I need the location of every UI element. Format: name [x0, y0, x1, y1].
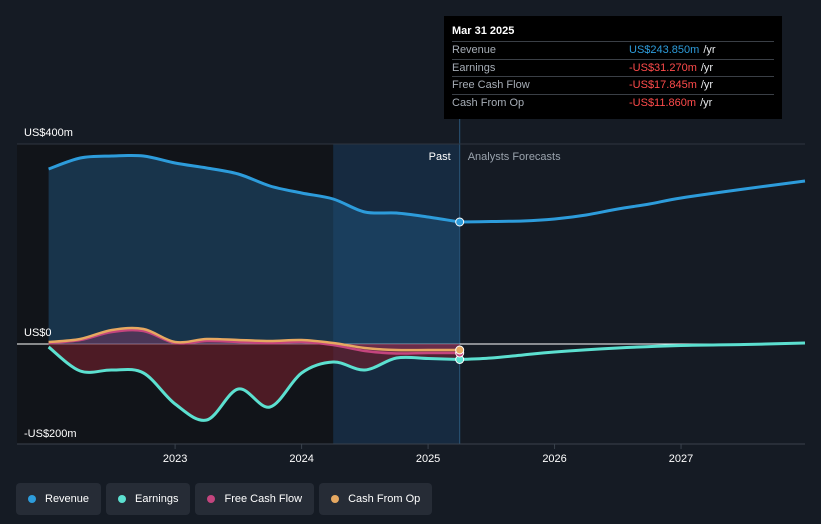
legend-item-revenue[interactable]: Revenue [16, 483, 102, 515]
tooltip: Mar 31 2025 Revenue US$243.850m /yr Earn… [444, 16, 782, 119]
free-cash-flow-line [48, 328, 460, 355]
earnings-area [48, 344, 460, 421]
tooltip-unit: /yr [700, 61, 714, 74]
legend: Revenue Earnings Free Cash Flow Cash Fro… [16, 483, 437, 515]
earnings-forecast-line [459, 341, 806, 361]
legend-item-earnings[interactable]: Earnings [106, 483, 191, 515]
tooltip-value: US$243.850m [629, 44, 700, 56]
tooltip-date: Mar 31 2025 [452, 25, 515, 37]
forecast-label: Analysts Forecasts [468, 151, 561, 163]
legend-label: Cash From Op [348, 493, 421, 505]
tooltip-row-cash-from-op: Cash From Op -US$11.860m /yr [452, 93, 774, 112]
cash-from-op-line [48, 326, 460, 352]
revenue-forecast-line [459, 179, 806, 224]
legend-dot-icon [207, 495, 216, 503]
revenue-area [48, 155, 460, 344]
tooltip-row-earnings: Earnings -US$31.270m /yr [452, 58, 774, 77]
tooltip-unit: /yr [700, 96, 713, 109]
earnings-line [47, 345, 460, 422]
tooltip-label: Free Cash Flow [452, 79, 530, 91]
x-tick-label: 2023 [163, 453, 187, 465]
legend-dot-icon [331, 495, 340, 503]
y-tick-label: US$0 [24, 327, 52, 339]
x-tick-label: 2024 [289, 453, 313, 465]
tooltip-row-revenue: Revenue US$243.850m /yr [452, 41, 774, 59]
tooltip-label: Revenue [452, 44, 497, 56]
x-tick-label: 2027 [669, 453, 693, 465]
tooltip-value: -US$17.845m [629, 79, 697, 91]
past-label: Past [429, 151, 451, 163]
tooltip-unit: /yr [700, 79, 714, 91]
tooltip-value: -US$11.860m [629, 96, 697, 109]
x-tick-label: 2025 [416, 453, 440, 465]
y-tick-label: US$400m [24, 127, 73, 139]
revenue-line [48, 153, 460, 224]
legend-dot-icon [118, 495, 127, 503]
cash-from-op-point [455, 345, 465, 355]
tooltip-unit: /yr [703, 44, 716, 56]
revenue-point [455, 217, 465, 227]
tooltip-row-free-cash-flow: Free Cash Flow -US$17.845m /yr [452, 76, 774, 94]
legend-item-free-cash-flow[interactable]: Free Cash Flow [195, 483, 315, 515]
tooltip-value: -US$31.270m [629, 61, 697, 74]
legend-label: Free Cash Flow [224, 493, 303, 505]
legend-label: Revenue [45, 493, 90, 505]
x-tick-label: 2026 [542, 453, 566, 465]
legend-item-cash-from-op[interactable]: Cash From Op [319, 483, 433, 515]
legend-dot-icon [28, 495, 36, 503]
legend-label: Earnings [135, 493, 179, 505]
tooltip-label: Cash From Op [452, 96, 525, 109]
y-tick-label: -US$200m [24, 428, 77, 440]
tooltip-label: Earnings [452, 61, 496, 74]
